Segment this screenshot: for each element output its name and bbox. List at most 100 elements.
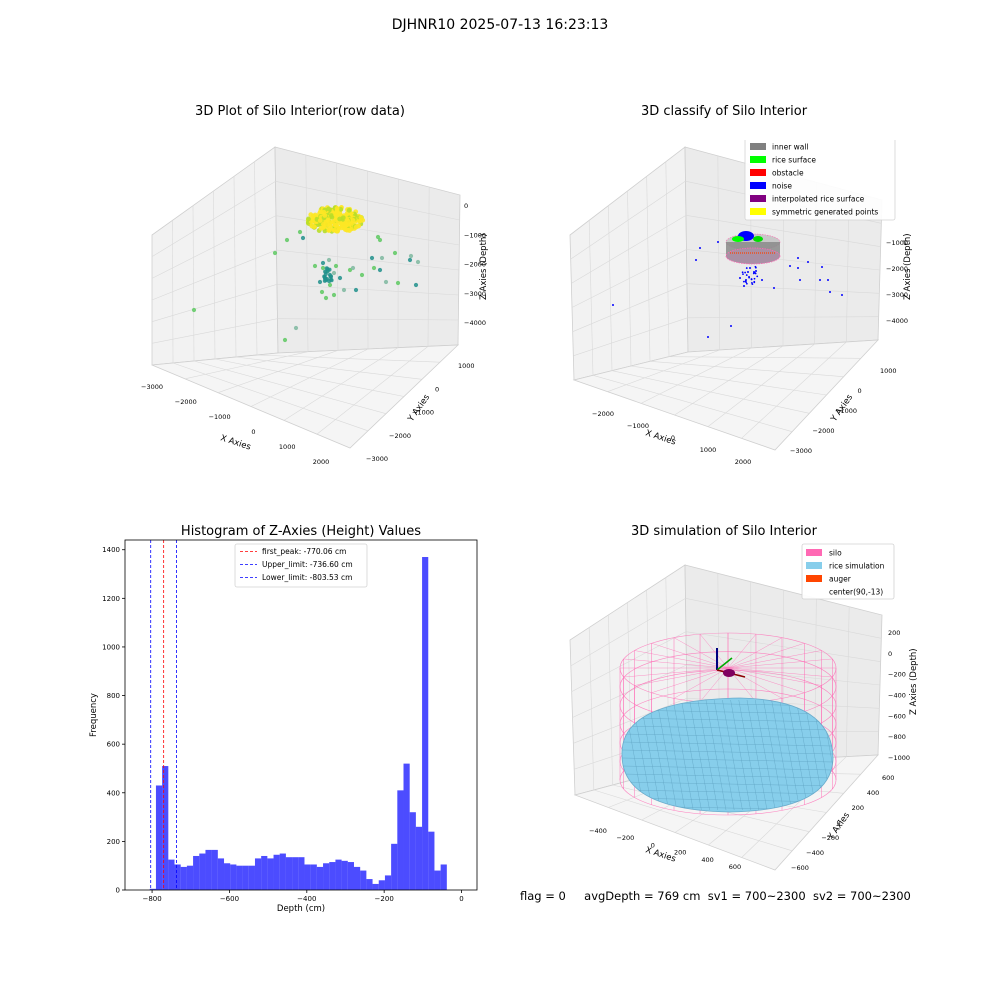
x-tick: 400: [701, 856, 713, 864]
flag-value: flag = 0: [520, 889, 566, 903]
scatter-point: [337, 275, 343, 281]
noise-point: [821, 266, 823, 268]
z-tick-labels: 200 0 −200 −400 −600 −800 −1000: [888, 629, 910, 762]
scatter-point: [341, 225, 347, 231]
legend-swatch: [750, 182, 766, 189]
scatter-point: [377, 237, 383, 243]
noise-point: [699, 247, 701, 249]
histogram-bar: [440, 864, 447, 890]
y-tick: −2000: [813, 427, 835, 435]
scatter-point: [317, 279, 323, 285]
scatter-points: [191, 205, 421, 343]
histogram-bar: [162, 766, 169, 890]
noise-point: [741, 271, 744, 274]
plot-frame: [124, 539, 478, 891]
x-tick: −600: [220, 895, 239, 903]
scatter-point: [338, 206, 344, 212]
scatter-point: [321, 209, 327, 215]
noise-point: [743, 285, 745, 287]
z-tick: 200: [888, 629, 900, 637]
scatter-point: [312, 263, 318, 269]
noise-point: [797, 267, 799, 269]
scatter-point: [326, 206, 332, 212]
histogram-bar: [360, 870, 367, 890]
legend-label: rice surface: [772, 156, 816, 165]
noise-points: [612, 241, 843, 338]
histogram-bar: [422, 557, 429, 890]
scatter-point: [353, 287, 359, 293]
legend-label: first_peak: -770.06 cm: [262, 547, 346, 556]
histogram-bar: [254, 858, 262, 890]
noise-point: [829, 291, 831, 293]
scatter-point: [377, 267, 383, 273]
z-tick: −4000: [886, 317, 908, 325]
x-tick: −3000: [141, 383, 163, 391]
x-tick: 0: [251, 428, 255, 436]
y-tick: 200: [107, 838, 120, 846]
z-tick: −3000: [886, 291, 908, 299]
scatter-point: [297, 229, 303, 235]
histogram-bar: [211, 849, 218, 890]
scatter-point: [415, 259, 421, 265]
x-tick-labels: −800 −600 −400 −200 0: [142, 890, 464, 903]
scatter-point: [375, 234, 381, 240]
y-tick: 800: [107, 692, 120, 700]
noise-point: [707, 336, 709, 338]
x-tick: −2000: [592, 410, 614, 418]
noise-point: [745, 274, 748, 276]
figure-title: DJHNR10 2025-07-13 16:23:13: [391, 17, 609, 33]
scatter-point: [323, 295, 329, 301]
scatter-point: [369, 255, 375, 261]
scatter-point: [327, 227, 332, 233]
legend-swatch: [750, 143, 766, 150]
scatter-point: [350, 218, 356, 223]
z-tick: −1000: [886, 239, 908, 247]
scatter-point: [329, 214, 335, 220]
z-tick-labels: 0 −1000 −2000 −3000 −4000: [464, 202, 486, 327]
histogram-bar: [279, 853, 286, 890]
scatter-point: [350, 265, 356, 271]
scatter-point: [320, 260, 326, 266]
scatter-point: [319, 289, 325, 295]
scatter-point: [300, 235, 306, 241]
scatter-point: [341, 287, 347, 293]
x-axis-label: X Axies: [644, 428, 677, 447]
x-tick-labels: −3000 −2000 −1000 0 1000 2000: [141, 383, 329, 466]
histogram-bar: [397, 790, 404, 890]
y-tick-labels: 1000 0 −1000 −2000 −3000: [790, 367, 897, 455]
z-tick: −2000: [886, 265, 908, 273]
noise-point: [745, 267, 748, 269]
scatter-point: [347, 267, 353, 273]
x-tick: −2000: [175, 398, 197, 406]
y-tick: −1000: [835, 407, 857, 415]
legend-swatch: [806, 575, 822, 582]
histogram-bar: [415, 826, 423, 890]
z-tick: −200: [888, 671, 906, 679]
y-tick: 1000: [880, 367, 897, 375]
scatter-point: [340, 215, 346, 221]
scatter-point: [353, 224, 359, 230]
raw-data-3d-plot: −3000 −2000 −1000 0 1000 2000 1000 0 −1000 −2000…: [141, 146, 489, 466]
y-tick: −600: [791, 864, 809, 872]
x-tick: −1000: [627, 422, 649, 430]
scatter-point: [284, 237, 290, 243]
z-tick: 0: [888, 650, 892, 658]
histogram-bar: [335, 859, 342, 890]
histogram-bar: [217, 858, 225, 890]
histogram-bar: [329, 862, 336, 890]
histogram-bar: [248, 865, 255, 890]
x-axis-label: X Axies: [644, 845, 677, 864]
scatter-point: [331, 270, 337, 276]
legend-swatch: [750, 195, 766, 202]
scatter-point: [325, 217, 331, 223]
scatter-point: [323, 271, 328, 276]
noise-point: [754, 272, 757, 275]
histogram-bar: [149, 888, 156, 890]
x-tick: −200: [616, 834, 634, 842]
x-axis-label: X Axies: [219, 433, 252, 452]
noise-point: [742, 273, 744, 276]
classified-3d-plot: −2000 −1000 0 1000 2000 1000 0 −1000 −2000 −3000…: [569, 140, 913, 466]
histogram-bar: [403, 763, 410, 890]
scatter-point: [383, 279, 389, 285]
